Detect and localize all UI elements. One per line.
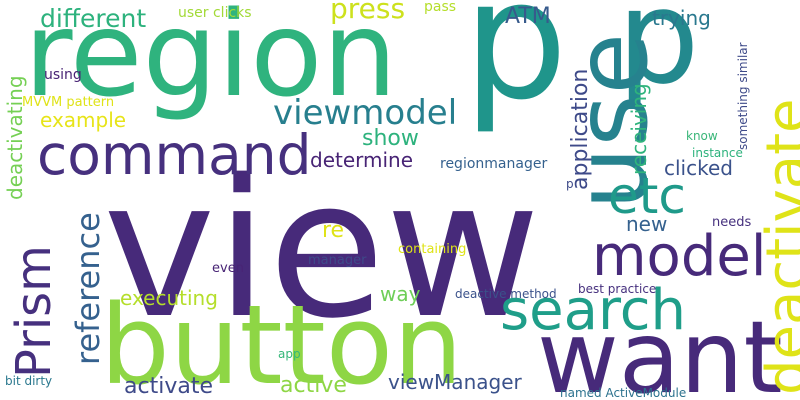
word-executing: executing: [120, 286, 218, 310]
word-p: p: [566, 177, 574, 191]
word-even: even: [212, 261, 244, 276]
word-deactive-method: deactive method: [455, 287, 557, 301]
word-needs: needs: [712, 215, 752, 230]
word-reference: reference: [69, 212, 107, 365]
word-press: press: [330, 0, 406, 25]
word-activate: activate: [124, 374, 213, 399]
word-etc: etc: [608, 167, 686, 225]
word-p: p: [463, 0, 568, 136]
word-bit-dirty: bit dirty: [5, 374, 53, 388]
word-new: new: [626, 212, 668, 236]
word-instance: instance: [692, 146, 743, 160]
word-using: using: [44, 67, 82, 83]
word-atm: ATM: [505, 4, 551, 29]
word-manager: manager: [308, 253, 367, 268]
word-command: command: [37, 123, 312, 187]
word-trying: trying: [652, 6, 711, 30]
word-prism: Prism: [6, 245, 62, 378]
word-show: show: [362, 126, 419, 151]
word-button: button: [100, 281, 463, 400]
word-search: search: [500, 278, 687, 343]
word-re: re: [322, 218, 345, 243]
word-best-practice: best practice: [578, 282, 657, 296]
word-determine: determine: [310, 148, 414, 172]
word-region: region: [24, 0, 398, 123]
word-example: example: [40, 108, 127, 132]
word-different: different: [40, 4, 147, 33]
word-know: know: [686, 129, 718, 143]
word-viewmanager: viewManager: [388, 370, 522, 394]
word-receiving: receiving: [627, 83, 651, 175]
word-user-clicks: user clicks: [178, 5, 252, 21]
word-active: active: [280, 373, 347, 398]
word-want: want: [537, 299, 783, 400]
word-pass: pass: [424, 0, 457, 15]
word-way: way: [380, 282, 421, 306]
word-containing: containing: [398, 242, 467, 257]
word-view: view: [103, 139, 541, 360]
word-viewmodel: viewmodel: [273, 93, 458, 133]
word-model: model: [592, 224, 767, 289]
word-app: app: [278, 347, 301, 361]
word-something-similar: something similar: [736, 42, 750, 150]
word-named-activemodule: named ActiveModule: [560, 386, 687, 400]
word-clicked: clicked: [664, 156, 733, 180]
word-regionmanager: regionmanager: [440, 156, 548, 172]
word-application: application: [568, 68, 593, 190]
word-mvvm-pattern: MVVM pattern: [22, 95, 115, 110]
word-p: p: [617, 0, 700, 113]
